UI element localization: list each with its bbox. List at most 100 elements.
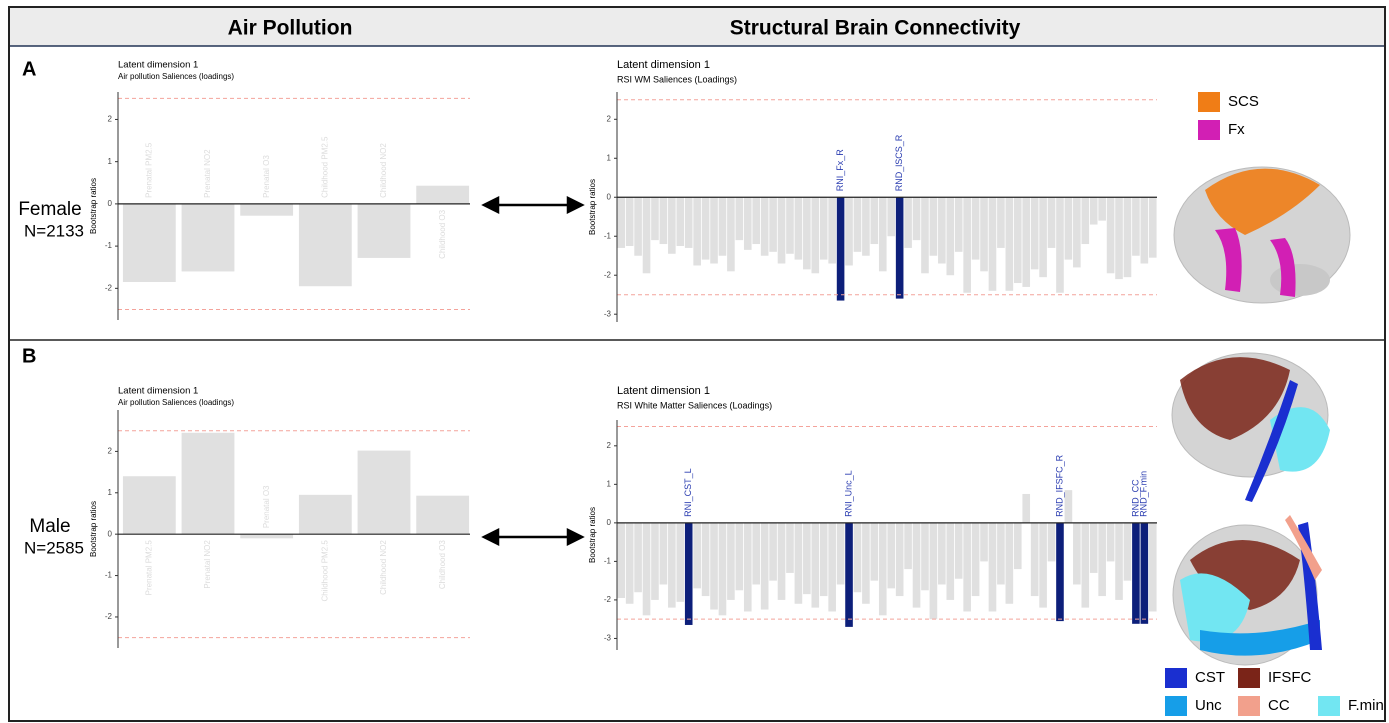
bar	[828, 523, 836, 612]
bar	[358, 204, 411, 258]
bar-label: Childhood NO2	[379, 540, 388, 595]
y-axis-label: Bootstrap ratios	[89, 178, 98, 234]
y-tick-label: -1	[105, 571, 113, 580]
bar	[820, 523, 828, 596]
bar	[643, 197, 651, 273]
header-bar	[10, 8, 1384, 46]
bar	[1132, 197, 1140, 255]
bar	[879, 523, 887, 615]
y-tick-label: 0	[607, 518, 612, 527]
bar	[795, 197, 803, 259]
bar	[736, 197, 744, 240]
chart-title: Latent dimension 1	[118, 60, 198, 71]
bar	[626, 523, 634, 604]
bar	[1124, 197, 1132, 277]
legend-swatch	[1198, 120, 1220, 140]
group-label: Female	[18, 199, 81, 220]
bar	[980, 523, 988, 562]
bar	[946, 197, 954, 275]
bar	[862, 523, 870, 604]
bar	[1014, 197, 1022, 283]
bar	[685, 197, 693, 248]
bar	[930, 523, 938, 619]
bar	[1090, 197, 1098, 224]
bar	[240, 204, 293, 216]
bar	[416, 186, 469, 204]
bar	[1056, 523, 1064, 621]
bar	[182, 433, 235, 534]
bar	[921, 197, 929, 273]
chart-subtitle: Air pollution Saliences (loadings)	[118, 398, 234, 407]
y-tick-label: 2	[108, 447, 113, 456]
bar	[1014, 523, 1022, 569]
bar	[845, 523, 853, 627]
bar	[702, 523, 710, 596]
bar	[989, 523, 997, 612]
chart-subtitle: RSI White Matter Saliences (Loadings)	[617, 400, 772, 410]
bar	[786, 197, 794, 254]
bar	[904, 523, 912, 569]
bar	[795, 523, 803, 604]
bar	[1048, 523, 1056, 562]
bar	[240, 534, 293, 538]
bar	[938, 523, 946, 585]
bar	[299, 204, 352, 286]
bar	[719, 523, 727, 615]
bar	[761, 523, 769, 610]
bar-label: RND_lSCS_R	[894, 134, 904, 191]
bar	[820, 197, 828, 259]
bar	[1115, 523, 1123, 600]
legend-swatch	[1238, 668, 1260, 688]
legend-swatch	[1165, 668, 1187, 688]
bar	[803, 197, 811, 269]
bar-label: RNI_CST_L	[683, 468, 693, 517]
bar-label: RNI_Fx_R	[835, 149, 845, 192]
bar	[710, 197, 718, 263]
y-tick-label: 1	[108, 488, 113, 497]
bar	[1039, 197, 1047, 277]
bar	[651, 523, 659, 600]
bar	[811, 523, 819, 608]
bar	[668, 197, 676, 254]
y-tick-label: -1	[105, 241, 113, 250]
bar-label: RND_F.min	[1139, 471, 1149, 517]
bar	[871, 523, 879, 581]
y-tick-label: 0	[108, 199, 113, 208]
y-tick-label: -2	[105, 283, 113, 292]
bar	[862, 197, 870, 255]
bar	[1098, 523, 1106, 596]
bar	[416, 496, 469, 534]
bar-label: Childhood PM2.5	[320, 136, 329, 198]
bar	[736, 523, 744, 590]
bar	[1056, 197, 1064, 293]
chart-title: Latent dimension 1	[118, 386, 198, 397]
bar	[955, 197, 963, 252]
bar	[1132, 523, 1140, 624]
y-tick-label: -3	[604, 309, 612, 318]
sample-size: N=2133	[24, 221, 84, 240]
bar	[921, 523, 929, 590]
chart: Latent dimension 1RSI White Matter Salie…	[588, 385, 1157, 650]
bar	[989, 197, 997, 291]
bar	[879, 197, 887, 271]
bar	[1073, 523, 1081, 585]
legend-swatch	[1198, 92, 1220, 112]
bar	[719, 197, 727, 255]
bar	[617, 197, 625, 248]
bar	[778, 197, 786, 263]
bar-label: Childhood O3	[438, 540, 447, 589]
legend-label: IFSFC	[1268, 669, 1311, 686]
bar-label: Prenatal O3	[262, 485, 271, 528]
bar	[938, 197, 946, 263]
bar	[676, 523, 684, 602]
bar	[1107, 523, 1115, 562]
y-tick-label: -2	[604, 595, 612, 604]
bar	[1141, 523, 1149, 624]
bar	[1031, 523, 1039, 596]
bar	[299, 495, 352, 534]
bar	[358, 451, 411, 535]
bar	[727, 197, 735, 271]
bar	[1124, 523, 1132, 581]
bar-label: Prenatal O3	[262, 155, 271, 198]
bar-label: RNI_Unc_L	[843, 470, 853, 517]
